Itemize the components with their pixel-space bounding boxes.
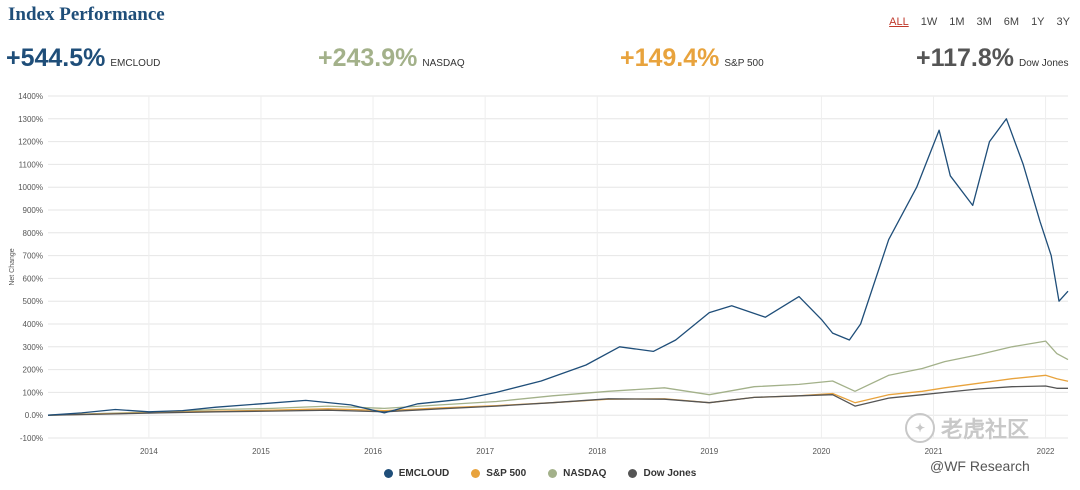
range-3y[interactable]: 3Y xyxy=(1056,16,1070,28)
x-tick-label: 2019 xyxy=(700,447,718,456)
watermark-logo-text: 老虎社区 xyxy=(941,417,1030,442)
stat-value: +149.4% xyxy=(620,44,720,72)
range-6m[interactable]: 6M xyxy=(1003,16,1020,28)
stat-dow-jones: +117.8% Dow Jones xyxy=(916,44,1068,73)
y-tick-label: 500% xyxy=(23,297,43,306)
stat-value: +243.9% xyxy=(318,44,418,72)
stat-label: S&P 500 xyxy=(724,58,764,69)
x-tick-label: 2015 xyxy=(252,447,270,456)
stat-label: Dow Jones xyxy=(1019,58,1069,69)
stat-emcloud: +544.5% EMCLOUD xyxy=(6,44,160,73)
y-tick-label: -100% xyxy=(20,434,43,443)
y-axis-label: Net Change xyxy=(9,248,16,285)
x-tick-label: 2020 xyxy=(813,447,831,456)
range-1y[interactable]: 1Y xyxy=(1031,16,1045,28)
performance-chart: -100% 0.0% 100% 200% 300% 400% 500% 600% 700% 800… xyxy=(9,92,1069,456)
y-tick-label: 1300% xyxy=(18,115,43,124)
series-line-emcloud xyxy=(47,118,1069,416)
y-tick-label: 1400% xyxy=(18,92,43,101)
range-3m[interactable]: 3M xyxy=(976,16,992,28)
range-all[interactable]: ALL xyxy=(889,16,909,28)
legend-item-nasdaq[interactable]: NASDAQ xyxy=(548,468,606,479)
y-tick-label: 300% xyxy=(23,343,43,352)
page-title: Index Performance xyxy=(8,4,165,25)
y-tick-label: 600% xyxy=(23,274,43,283)
legend-dot-icon xyxy=(548,469,558,478)
stat-sp500: +149.4% S&P 500 xyxy=(620,44,764,73)
series-line-dow-jones xyxy=(47,385,1068,416)
y-tick-label: 1100% xyxy=(19,160,43,169)
performance-stats: +544.5% EMCLOUD +243.9% NASDAQ +149.4% S… xyxy=(0,44,1080,78)
x-tick-label: 2018 xyxy=(588,447,606,456)
legend-label: S&P 500 xyxy=(486,468,527,479)
legend-label: Dow Jones xyxy=(643,468,697,479)
legend-item-sp500[interactable]: S&P 500 xyxy=(471,468,526,479)
legend-label: NASDAQ xyxy=(563,468,607,479)
tiger-logo-icon: ✦ xyxy=(905,413,935,443)
range-selector: ALL 1W 1M 3M 6M 1Y 3Y xyxy=(889,16,1070,28)
x-axis-ticks: 2014 2015 2016 2017 2018 2019 2020 2021 2022 xyxy=(140,447,1055,456)
x-tick-label: 2016 xyxy=(364,447,382,456)
y-tick-label: 0.0% xyxy=(25,411,43,420)
watermark: ✦ 老虎社区 xyxy=(905,412,1029,444)
y-tick-label: 400% xyxy=(23,320,43,329)
y-tick-label: 800% xyxy=(23,229,43,238)
legend-dot-icon xyxy=(383,469,393,478)
x-tick-label: 2014 xyxy=(140,447,158,456)
y-tick-label: 700% xyxy=(23,252,43,261)
y-axis-ticks: -100% 0.0% 100% 200% 300% 400% 500% 600% 700% 800… xyxy=(18,92,43,443)
stat-value: +544.5% xyxy=(6,44,106,72)
y-tick-label: 1200% xyxy=(18,138,43,147)
legend-dot-icon xyxy=(471,469,481,478)
legend-label: EMCLOUD xyxy=(398,468,450,479)
x-tick-label: 2022 xyxy=(1037,447,1055,456)
range-1w[interactable]: 1W xyxy=(920,16,938,28)
watermark-handle: @WF Research xyxy=(930,458,1030,474)
legend-dot-icon xyxy=(628,469,638,478)
x-tick-label: 2021 xyxy=(925,447,943,456)
legend-item-dow-jones[interactable]: Dow Jones xyxy=(628,468,696,479)
series-lines xyxy=(47,118,1069,416)
chart-grid xyxy=(48,95,1068,439)
chart-legend: EMCLOUD S&P 500 NASDAQ Dow Jones xyxy=(0,468,1080,479)
stat-value: +117.8% xyxy=(916,44,1015,72)
legend-item-emcloud[interactable]: EMCLOUD xyxy=(383,468,450,479)
x-tick-label: 2017 xyxy=(476,447,494,456)
stat-label: NASDAQ xyxy=(422,58,465,69)
stat-label: EMCLOUD xyxy=(110,58,161,69)
y-tick-label: 900% xyxy=(23,206,43,215)
y-tick-label: 100% xyxy=(23,388,43,397)
stat-nasdaq: +243.9% NASDAQ xyxy=(318,44,465,73)
range-1m[interactable]: 1M xyxy=(949,16,965,28)
y-tick-label: 200% xyxy=(23,366,43,375)
y-tick-label: 1000% xyxy=(18,183,43,192)
series-line-nasdaq xyxy=(47,340,1069,416)
